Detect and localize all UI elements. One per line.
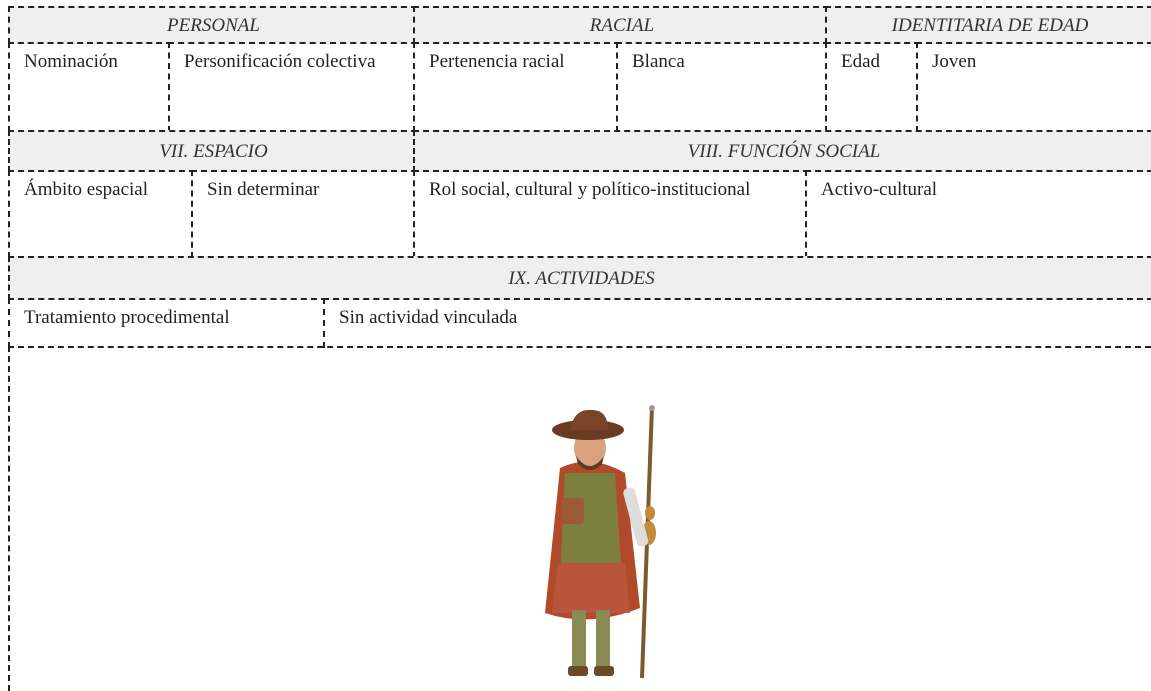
table-cell: Sin actividad vinculada bbox=[323, 298, 1151, 348]
table-cell: Nominación bbox=[8, 42, 172, 132]
table-cell: Tratamiento procedimental bbox=[8, 298, 327, 348]
section-header: IX. ACTIVIDADES bbox=[8, 256, 1151, 300]
table-cell: Rol social, cultural y político-instituc… bbox=[413, 170, 809, 258]
section-header: RACIAL bbox=[413, 6, 829, 44]
section-header: VII. ESPACIO bbox=[8, 130, 417, 172]
table-cell: Sin determinar bbox=[191, 170, 417, 258]
section-header: VIII. FUNCIÓN SOCIAL bbox=[413, 130, 1151, 172]
table-cell: Ámbito espacial bbox=[8, 170, 195, 258]
section-header: IDENTITARIA DE EDAD bbox=[825, 6, 1151, 44]
table-cell: Blanca bbox=[616, 42, 829, 132]
table-cell: Pertenencia racial bbox=[413, 42, 620, 132]
image-area bbox=[8, 346, 1151, 691]
table-cell: Edad bbox=[825, 42, 920, 132]
section-header: PERSONAL bbox=[8, 6, 417, 44]
table-cell: Personificación colectiva bbox=[168, 42, 417, 132]
pilgrim-figure bbox=[545, 405, 656, 679]
table-cell: Activo-cultural bbox=[805, 170, 1151, 258]
table-cell: Joven bbox=[916, 42, 1151, 132]
